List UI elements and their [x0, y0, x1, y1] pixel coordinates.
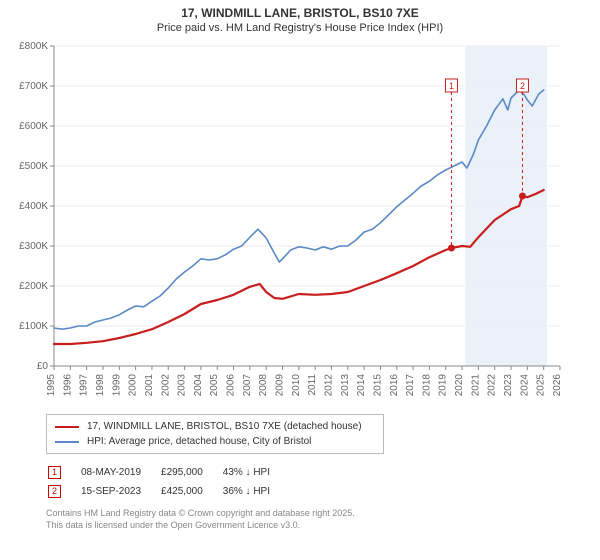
xtick-label: 1997 — [79, 374, 90, 397]
annotation-id: 1 — [48, 466, 61, 479]
ytick-label: £500K — [19, 161, 48, 172]
annotation-row: 2 15-SEP-2023£425,00036% ↓ HPI — [48, 483, 288, 500]
xtick-label: 2022 — [487, 374, 498, 397]
xtick-label: 2002 — [160, 374, 171, 397]
marker-dot — [448, 245, 455, 252]
ytick-label: £700K — [19, 81, 48, 92]
annotation-date: 08-MAY-2019 — [81, 464, 159, 481]
xtick-label: 2025 — [536, 374, 547, 397]
marker-label: 2 — [520, 81, 525, 91]
annotation-id: 2 — [48, 485, 61, 498]
ytick-label: £600K — [19, 121, 48, 132]
xtick-label: 2008 — [258, 374, 269, 397]
legend-row: 17, WINDMILL LANE, BRISTOL, BS10 7XE (de… — [55, 419, 375, 434]
xtick-label: 2021 — [470, 374, 481, 397]
xtick-label: 1995 — [46, 374, 57, 397]
ytick-label: £200K — [19, 281, 48, 292]
xtick-label: 2000 — [128, 374, 139, 397]
legend-row: HPI: Average price, detached house, City… — [55, 434, 375, 449]
xtick-label: 2023 — [503, 374, 514, 397]
xtick-label: 2014 — [356, 374, 367, 397]
annotation-date: 15-SEP-2023 — [81, 483, 159, 500]
xtick-label: 2011 — [307, 374, 318, 396]
ytick-label: £300K — [19, 241, 48, 252]
footnote-line2: This data is licensed under the Open Gov… — [46, 520, 600, 532]
xtick-label: 2005 — [209, 374, 220, 397]
legend-label: HPI: Average price, detached house, City… — [87, 434, 311, 449]
xtick-label: 2007 — [242, 374, 253, 397]
annotation-price: £425,000 — [161, 483, 221, 500]
xtick-label: 2024 — [519, 374, 530, 397]
xtick-label: 2012 — [323, 374, 334, 397]
annotation-hpi-delta: 36% ↓ HPI — [223, 483, 288, 500]
title-main: 17, WINDMILL LANE, BRISTOL, BS10 7XE — [0, 6, 600, 20]
chart: £0 £100K £200K £300K £400K £500K £600K £700K £80… — [8, 38, 568, 408]
title-sub: Price paid vs. HM Land Registry's House … — [0, 22, 600, 34]
xtick-label: 2016 — [389, 374, 400, 397]
footnote-line1: Contains HM Land Registry data © Crown c… — [46, 508, 600, 520]
xtick-label: 1998 — [95, 374, 106, 397]
ytick-label: £400K — [19, 201, 48, 212]
xtick-label: 2026 — [552, 374, 563, 397]
xtick-label: 2004 — [193, 374, 204, 397]
annotations-table: 1 08-MAY-2019£295,00043% ↓ HPI 2 15-SEP-202… — [46, 462, 600, 502]
marker-label: 1 — [449, 81, 454, 91]
ytick-label: £100K — [19, 321, 48, 332]
legend: 17, WINDMILL LANE, BRISTOL, BS10 7XE (de… — [46, 414, 384, 454]
legend-label: 17, WINDMILL LANE, BRISTOL, BS10 7XE (de… — [87, 419, 362, 434]
annotation-hpi-delta: 43% ↓ HPI — [223, 464, 288, 481]
marker-dot — [519, 193, 526, 200]
xtick-label: 2017 — [405, 374, 416, 397]
footnote: Contains HM Land Registry data © Crown c… — [46, 508, 600, 531]
xtick-label: 2015 — [372, 374, 383, 397]
ytick-label: £0 — [37, 361, 49, 372]
annotation-row: 1 08-MAY-2019£295,00043% ↓ HPI — [48, 464, 288, 481]
xtick-label: 1999 — [111, 374, 122, 397]
ytick-label: £800K — [19, 41, 48, 52]
legend-swatch — [55, 441, 79, 443]
xtick-label: 1996 — [62, 374, 73, 397]
xtick-label: 2018 — [421, 374, 432, 397]
legend-swatch — [55, 426, 79, 428]
xtick-label: 2003 — [177, 374, 188, 397]
xtick-label: 2019 — [438, 374, 449, 397]
xtick-label: 2009 — [275, 374, 286, 397]
annotation-price: £295,000 — [161, 464, 221, 481]
xtick-label: 2006 — [226, 374, 237, 397]
xtick-label: 2010 — [291, 374, 302, 397]
xtick-label: 2020 — [454, 374, 465, 397]
xtick-label: 2013 — [340, 374, 351, 397]
xtick-label: 2001 — [144, 374, 155, 397]
title-block: 17, WINDMILL LANE, BRISTOL, BS10 7XE Pri… — [0, 0, 600, 34]
